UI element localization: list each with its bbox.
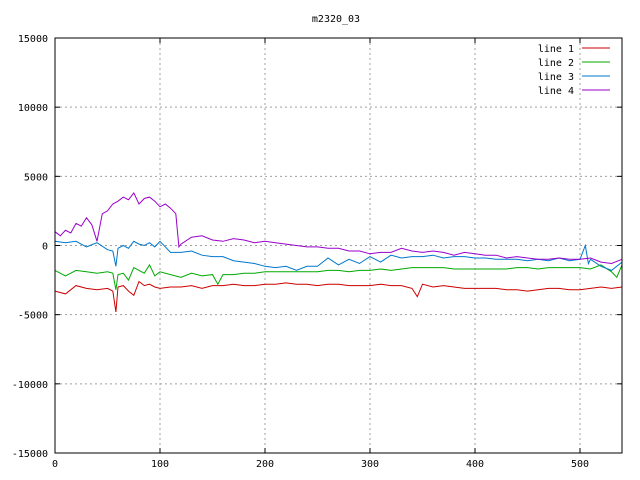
y-tick-label: 0 <box>42 242 48 253</box>
legend-label-1: line 1 <box>538 44 574 55</box>
series-lines <box>54 191 623 312</box>
series-line-4 <box>54 191 623 265</box>
series-line-2 <box>54 263 623 290</box>
x-tick-label: 200 <box>256 459 274 470</box>
x-tick-label: 500 <box>571 459 589 470</box>
x-tick-label: 100 <box>151 459 169 470</box>
series-line-3 <box>54 240 623 271</box>
chart-title: m2320_03 <box>312 14 360 25</box>
axis-ticks: 0 100 200 300 400 500 -15000 -10000 -5000 0 5000 10… <box>12 34 622 470</box>
y-tick-label: 10000 <box>18 103 48 114</box>
y-tick-label: 15000 <box>18 34 48 45</box>
y-tick-label: -5000 <box>18 311 48 322</box>
legend: line 1 line 2 line 3 line 4 <box>538 44 610 97</box>
y-tick-label: -15000 <box>12 449 48 460</box>
grid-lines <box>55 38 622 453</box>
x-tick-label: 400 <box>466 459 484 470</box>
x-tick-label: 300 <box>361 459 379 470</box>
y-tick-label: 5000 <box>24 172 48 183</box>
x-tick-label: 0 <box>52 459 58 470</box>
legend-label-2: line 2 <box>538 58 574 69</box>
legend-label-3: line 3 <box>538 72 574 83</box>
legend-label-4: line 4 <box>538 86 574 97</box>
series-line-1 <box>54 280 623 312</box>
y-tick-label: -10000 <box>12 380 48 391</box>
